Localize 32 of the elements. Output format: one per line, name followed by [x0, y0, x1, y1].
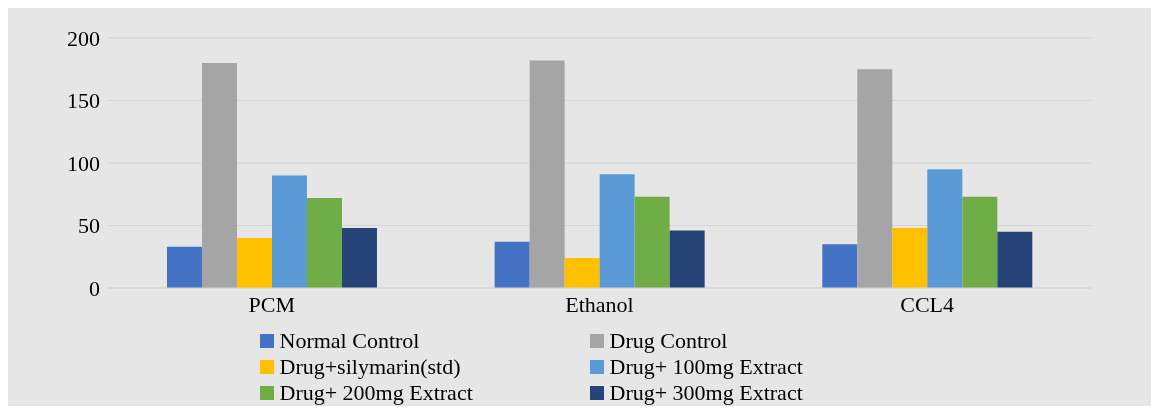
- bar: [892, 228, 928, 288]
- bar: [822, 244, 858, 288]
- bar: [271, 175, 307, 288]
- bar: [529, 60, 565, 288]
- bar: [306, 198, 342, 288]
- y-tick-label: 200: [67, 25, 100, 51]
- y-tick-label: 150: [67, 88, 100, 114]
- x-tick-label: Ethanol: [565, 291, 634, 317]
- bar: [634, 196, 670, 288]
- bar: [857, 69, 893, 288]
- legend-label: Normal Control: [278, 328, 421, 354]
- bar: [564, 258, 600, 288]
- x-tick-label: CCL4: [900, 291, 955, 317]
- y-tick-label: 50: [78, 213, 100, 239]
- bar: [341, 228, 377, 288]
- legend-label: Drug+ 200mg Extract: [278, 380, 474, 406]
- bar: [494, 241, 530, 288]
- x-tick-label: PCM: [248, 291, 296, 317]
- legend-label: Drug+ 100mg Extract: [608, 354, 804, 380]
- y-tick-label: 100: [67, 150, 100, 176]
- bar: [201, 63, 237, 288]
- bar: [997, 231, 1033, 288]
- bar: [962, 196, 998, 288]
- legend-label: Drug Control: [608, 328, 729, 354]
- bar: [236, 238, 272, 288]
- y-tick-label: 0: [89, 275, 100, 301]
- bar: [166, 246, 202, 288]
- legend-label: Drug+ 300mg Extract: [608, 380, 804, 406]
- bar: [669, 230, 705, 288]
- bar: [927, 169, 963, 288]
- legend-label: Drug+silymarin(std): [278, 354, 462, 380]
- bar: [599, 174, 635, 288]
